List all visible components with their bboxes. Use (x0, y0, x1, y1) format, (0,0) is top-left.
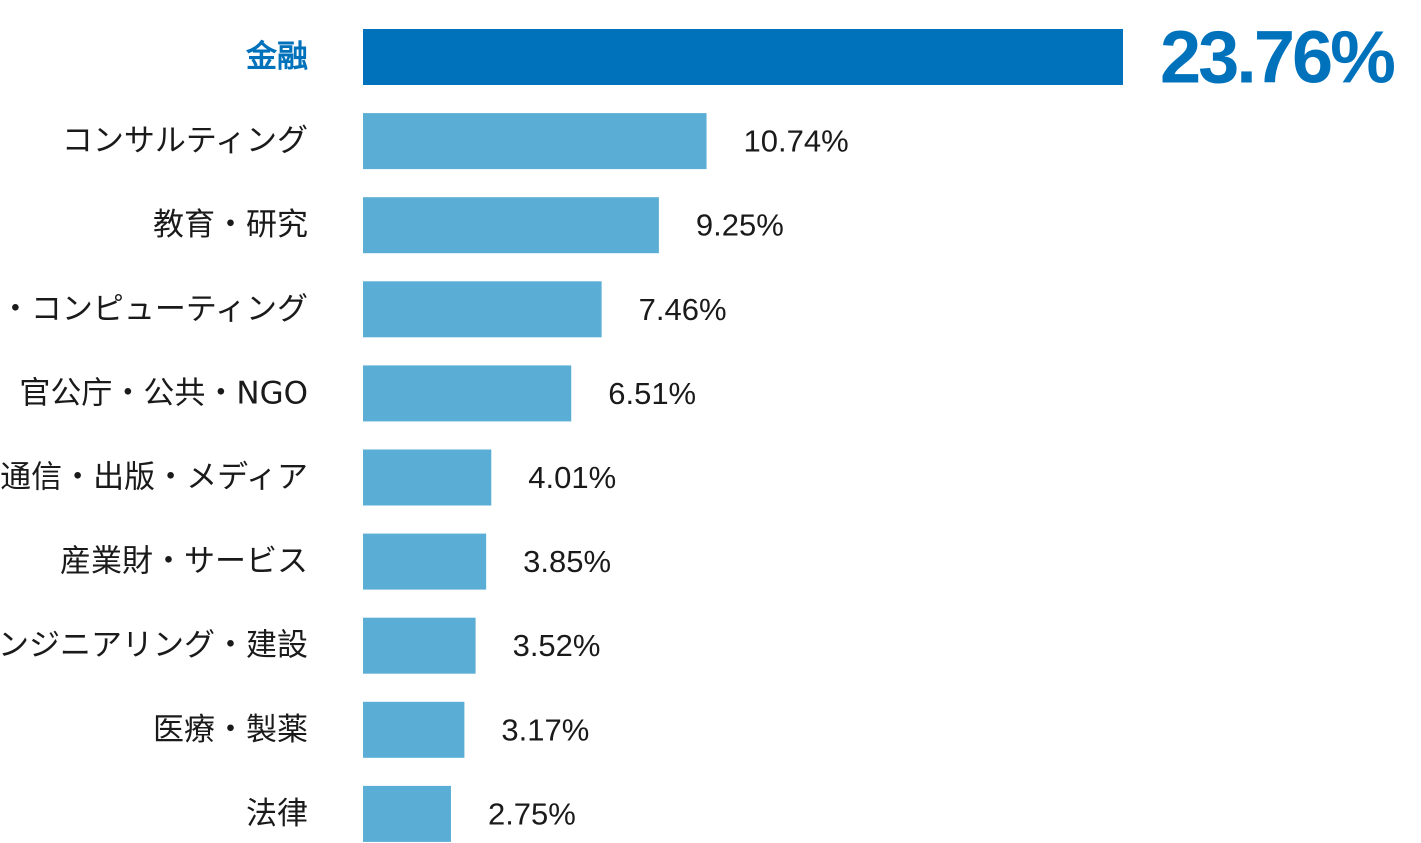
category-label: 通信・出版・メディア (0, 460, 308, 496)
value-label: 9.25% (696, 208, 784, 243)
category-label: エンジニアリング・建設 (0, 628, 308, 664)
value-label: 3.17% (501, 712, 589, 747)
category-label: 教育・研究 (153, 207, 308, 243)
value-label: 3.85% (523, 544, 611, 579)
bar (363, 365, 572, 422)
category-label: コンサルティング (62, 123, 308, 159)
value-label: 23.76% (1160, 16, 1394, 99)
bar (363, 449, 492, 506)
value-label: 10.74% (744, 124, 849, 159)
value-labels: 23.76% 10.74% 9.25% 7.46% 6.51% 4.01% 3.85% 3.5… (488, 16, 1397, 832)
bar (363, 29, 1123, 85)
category-label: 官公庁・公共・NGO (19, 375, 308, 411)
bar (363, 617, 476, 674)
bar (363, 197, 659, 254)
bar (363, 113, 707, 170)
value-label: 7.46% (639, 292, 727, 327)
category-label: 金融 (245, 39, 308, 75)
bar (363, 785, 451, 842)
value-label: 2.75% (488, 796, 576, 831)
bars (363, 29, 1123, 842)
value-label: 4.01% (528, 460, 616, 495)
category-label: 産業財・サービス (60, 544, 308, 580)
bar (363, 701, 465, 758)
bar (363, 281, 602, 338)
category-label: IT・コンピューティング (0, 291, 308, 327)
bar (363, 533, 487, 590)
category-label: 医療・製薬 (153, 712, 308, 748)
category-label: 法律 (246, 796, 308, 832)
value-label: 6.51% (608, 376, 696, 411)
value-label: 3.52% (513, 628, 601, 663)
